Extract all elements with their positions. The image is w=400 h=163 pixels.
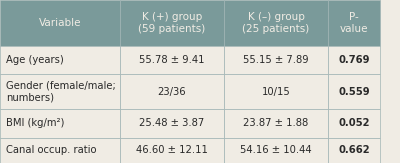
FancyBboxPatch shape — [328, 0, 380, 46]
Text: 23.87 ± 1.88: 23.87 ± 1.88 — [243, 118, 309, 128]
FancyBboxPatch shape — [224, 0, 328, 46]
FancyBboxPatch shape — [224, 138, 328, 163]
Text: Canal occup. ratio: Canal occup. ratio — [6, 145, 96, 155]
FancyBboxPatch shape — [0, 74, 120, 109]
Text: 46.60 ± 12.11: 46.60 ± 12.11 — [136, 145, 208, 155]
FancyBboxPatch shape — [120, 74, 224, 109]
Text: K (–) group
(25 patients): K (–) group (25 patients) — [242, 12, 310, 34]
FancyBboxPatch shape — [120, 46, 224, 74]
Text: 10/15: 10/15 — [262, 87, 290, 97]
Text: Age (years): Age (years) — [6, 55, 64, 65]
FancyBboxPatch shape — [328, 74, 380, 109]
FancyBboxPatch shape — [120, 138, 224, 163]
FancyBboxPatch shape — [120, 0, 224, 46]
Text: 0.052: 0.052 — [338, 118, 370, 128]
Text: K (+) group
(59 patients): K (+) group (59 patients) — [138, 12, 206, 34]
FancyBboxPatch shape — [224, 74, 328, 109]
Text: Gender (female/male;
numbers): Gender (female/male; numbers) — [6, 81, 116, 102]
FancyBboxPatch shape — [328, 109, 380, 138]
FancyBboxPatch shape — [328, 138, 380, 163]
FancyBboxPatch shape — [0, 46, 120, 74]
Text: BMI (kg/m²): BMI (kg/m²) — [6, 118, 64, 128]
FancyBboxPatch shape — [0, 138, 120, 163]
FancyBboxPatch shape — [224, 109, 328, 138]
Text: Variable: Variable — [39, 18, 81, 28]
FancyBboxPatch shape — [120, 109, 224, 138]
FancyBboxPatch shape — [328, 46, 380, 74]
Text: 55.15 ± 7.89: 55.15 ± 7.89 — [243, 55, 309, 65]
Text: P-
value: P- value — [340, 12, 368, 34]
Text: 0.769: 0.769 — [338, 55, 370, 65]
Text: 0.662: 0.662 — [338, 145, 370, 155]
Text: 23/36: 23/36 — [158, 87, 186, 97]
Text: 55.78 ± 9.41: 55.78 ± 9.41 — [139, 55, 205, 65]
Text: 25.48 ± 3.87: 25.48 ± 3.87 — [139, 118, 205, 128]
Text: 54.16 ± 10.44: 54.16 ± 10.44 — [240, 145, 312, 155]
Text: 0.559: 0.559 — [338, 87, 370, 97]
FancyBboxPatch shape — [224, 46, 328, 74]
FancyBboxPatch shape — [0, 0, 120, 46]
FancyBboxPatch shape — [0, 109, 120, 138]
